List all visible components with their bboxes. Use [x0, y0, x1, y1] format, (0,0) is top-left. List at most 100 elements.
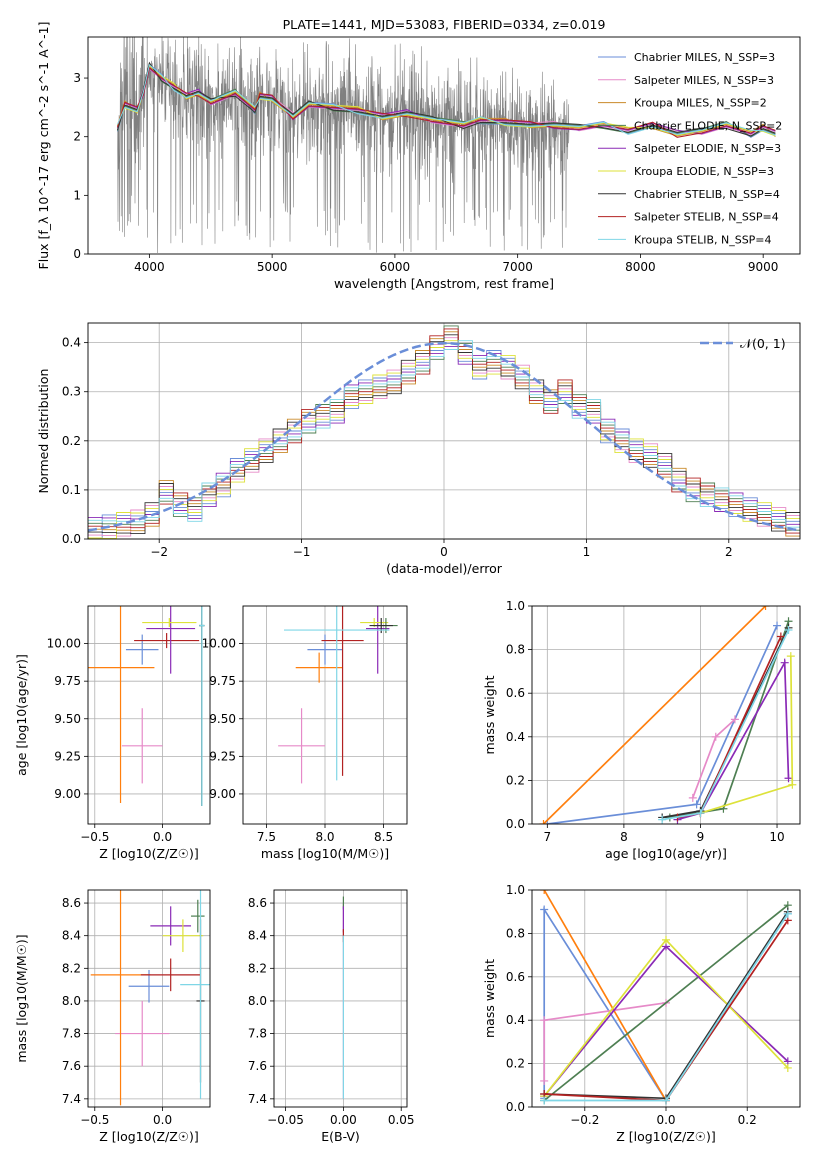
- histogram-step-7: [88, 334, 800, 535]
- legend-entry: Chabrier STELIB, N_SSP=4: [634, 188, 780, 201]
- x-tick-label: 8000: [625, 260, 656, 274]
- x-tick-label: 2: [725, 545, 733, 559]
- y-tick-label: 9.25: [209, 749, 236, 763]
- weight-marker: [761, 606, 770, 610]
- legend-entry: Chabrier MILES, N_SSP=3: [634, 51, 775, 64]
- x-tick-label: 7: [543, 830, 551, 844]
- weight-marker: [658, 815, 667, 824]
- y-tick-label: 0.8: [506, 643, 525, 657]
- y-tick-label: 9.75: [209, 674, 236, 688]
- x-tick-label: −0.05: [267, 1113, 304, 1127]
- y-tick-label: 0.6: [506, 686, 525, 700]
- chart-panel-6: −0.5 0.0 7.4 7.6 7.8 8.0 8.2 8.4 8.6 Z [log10(Z/Z…: [14, 889, 211, 1144]
- y-tick-label: 7.6: [62, 1059, 81, 1073]
- y-tick-label: 8.6: [62, 896, 81, 910]
- histogram-step-9: [88, 340, 800, 528]
- x-tick-label: −0.5: [80, 830, 109, 844]
- histogram-step-8: [88, 328, 800, 534]
- y-tick-label: 0.4: [506, 1013, 525, 1027]
- x-tick-label: 6000: [380, 260, 411, 274]
- weight-line-5: [677, 659, 790, 821]
- model-spectrum-8: [117, 66, 776, 138]
- y-tick-label: 8.0: [248, 994, 267, 1008]
- x-tick-label: 0.0: [153, 830, 172, 844]
- plot-area: [90, 890, 210, 1106]
- y-tick-label: 0.0: [506, 817, 525, 831]
- chart-panel-4: 7.5 8.0 8.5 9.00 9.25 9.50 9.75 10.00 mass [log1…: [202, 605, 408, 861]
- weight-marker: [540, 905, 549, 914]
- y-tick-label: 0.3: [62, 385, 81, 399]
- weight-marker: [788, 780, 797, 789]
- y-tick-label: 7.8: [62, 1027, 81, 1041]
- axes-frame: [87, 36, 801, 255]
- x-tick-label: −0.5: [80, 1113, 109, 1127]
- x-tick-label: −1: [293, 545, 311, 559]
- legend-entry: Salpeter STELIB, N_SSP=4: [634, 211, 779, 224]
- axes-frame: [87, 322, 801, 540]
- plot-area: [117, 37, 776, 254]
- legend: Chabrier MILES, N_SSP=3 Salpeter MILES, N…: [598, 51, 782, 246]
- y-tick-label: 9.00: [54, 787, 81, 801]
- y-axis-label: Flux [f_λ 10^-17 erg cm^-2 s^-1 A^-1]: [36, 22, 51, 270]
- axes-frame: [273, 889, 408, 1108]
- chart-panel-1: 4000 5000 6000 7000 8000 9000 0 1 2 3 wavelength […: [36, 17, 801, 291]
- weight-marker: [730, 715, 739, 724]
- y-tick-label: 0.0: [62, 532, 81, 546]
- y-tick-label: 3: [73, 71, 81, 85]
- legend-entry: Salpeter MILES, N_SSP=3: [634, 74, 774, 87]
- axes-frame: [531, 889, 801, 1108]
- axes-frame: [87, 889, 211, 1108]
- y-tick-label: 8.6: [248, 896, 267, 910]
- y-tick-label: 9.75: [54, 674, 81, 688]
- weight-line-3: [542, 606, 767, 824]
- x-axis-label: Z [log10(Z/Z☉)]: [99, 846, 199, 861]
- x-tick-label: 0: [440, 545, 448, 559]
- weight-line-3: [543, 890, 667, 1101]
- weight-marker: [711, 732, 720, 741]
- y-tick-label: 0.2: [506, 773, 525, 787]
- x-tick-label: 0.05: [388, 1113, 415, 1127]
- x-tick-label: 0.00: [330, 1113, 357, 1127]
- chart-title: PLATE=1441, MJD=53083, FIBERID=0334, z=0…: [283, 17, 606, 32]
- gaussian-curve: [88, 341, 800, 532]
- y-tick-label: 7.8: [248, 1027, 267, 1041]
- x-axis-label: mass [log10(M/M☉)]: [261, 846, 389, 861]
- legend-entry: Kroupa ELODIE, N_SSP=3: [634, 165, 774, 178]
- weight-line-4: [669, 621, 790, 819]
- y-tick-label: 2: [73, 130, 81, 144]
- x-tick-label: 8: [620, 830, 628, 844]
- y-tick-label: 9.50: [54, 712, 81, 726]
- weight-marker: [540, 890, 549, 894]
- y-tick-label: 7.4: [248, 1092, 267, 1106]
- chart-panel-8: −0.2 0.0 0.2 0.0 0.2 0.4 0.6 0.8 1.0 Z [log10(Z/Z…: [482, 883, 801, 1144]
- weight-line-4: [543, 904, 789, 1102]
- y-tick-label: 1.0: [506, 883, 525, 897]
- y-tick-label: 9.50: [209, 712, 236, 726]
- y-tick-label: 8.2: [62, 961, 81, 975]
- observed-spectrum: [117, 37, 570, 254]
- weight-marker: [783, 909, 792, 918]
- y-axis-label: mass [log10(M/M☉)]: [14, 934, 29, 1062]
- weight-marker: [540, 1096, 549, 1105]
- chart-panel-7: −0.05 0.00 0.05 7.4 7.6 7.8 8.0 8.2 8.4 8.6 E(B-V): [248, 889, 415, 1144]
- legend-entry: Kroupa STELIB, N_SSP=4: [634, 233, 772, 246]
- y-tick-label: 0.8: [506, 926, 525, 940]
- x-tick-label: 7.5: [257, 830, 276, 844]
- weight-marker: [662, 935, 670, 944]
- legend-entry: Chabrier ELODIE, N_SSP=2: [634, 119, 782, 132]
- chart-panel-2: −2 −1 0 1 2 0.0 0.1 0.2 0.3 0.4 (data-model)/error…: [36, 322, 801, 576]
- x-axis-label: E(B-V): [321, 1129, 360, 1144]
- weight-marker: [540, 1016, 549, 1025]
- weight-marker: [662, 1096, 670, 1105]
- y-tick-label: 1: [73, 188, 81, 202]
- y-tick-label: 1.0: [506, 599, 525, 613]
- y-tick-label: 7.6: [248, 1059, 267, 1073]
- plot-area: [278, 606, 398, 784]
- legend-entry: Salpeter ELODIE, N_SSP=3: [634, 142, 781, 155]
- y-tick-label: 8.4: [62, 929, 81, 943]
- weight-marker: [692, 800, 701, 809]
- y-tick-label: 0.0: [506, 1100, 525, 1114]
- x-tick-label: 1: [583, 545, 591, 559]
- weight-marker: [776, 632, 785, 641]
